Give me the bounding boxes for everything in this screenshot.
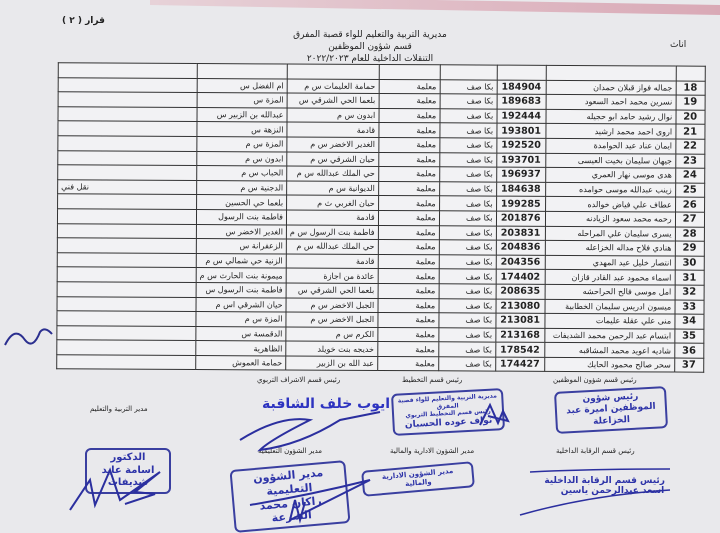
director-stamp-line-2: اسامة عايد شديفات xyxy=(101,464,155,489)
edu-label: مدير الشؤون التعليمية xyxy=(258,447,323,455)
header-line-1: مديرية التربية والتعليم للواء قصبة المفر… xyxy=(293,30,447,40)
audit-stamp-line-1: رئيس قسم الرقابة الداخلية xyxy=(544,476,665,486)
supervision-stamp: ايوب خلف الشاقبة xyxy=(262,396,391,412)
audit-stamp: رئيس قسم الرقابة الداخلية اسعد عبدالرحمن… xyxy=(544,476,665,496)
signature-mark-audit xyxy=(519,468,671,516)
planning-head-label: رئيس قسم التخطيط xyxy=(402,376,463,384)
header-line-3: التنقلات الداخلية للعام ٢٠٢٢/٢٠٢٣ xyxy=(306,54,434,64)
signature-mark-supervision xyxy=(239,411,381,452)
hr-head-label: رئيس قسم شؤون الموظفين xyxy=(553,376,637,384)
director-stamp-line-1: الدكتور xyxy=(110,452,146,463)
admin-label: مدير الشؤون الادارية والمالية xyxy=(390,447,475,455)
director-label: مدير التربية والتعليم xyxy=(90,405,148,413)
signature-mark-planning xyxy=(479,402,510,426)
header-line-2: قسم شؤون الموظفين xyxy=(328,42,412,52)
audit-head-label: رئيس قسم الرقابة الداخلية xyxy=(556,447,635,455)
director-stamp: الدكتور اسامة عايد شديفات xyxy=(85,448,171,494)
decision-number: قرار ( ٢ ) xyxy=(62,16,105,26)
signature-mark-edu xyxy=(249,479,371,524)
side-note: اناث xyxy=(670,40,687,50)
signature-mark-director xyxy=(69,467,161,511)
audit-stamp-line-2: اسعد عبدالرحمن ياسين xyxy=(560,486,665,496)
signature-mark-margin xyxy=(4,328,53,346)
supervision-head-label: رئيس قسم الاشراف التربوي xyxy=(257,376,341,384)
